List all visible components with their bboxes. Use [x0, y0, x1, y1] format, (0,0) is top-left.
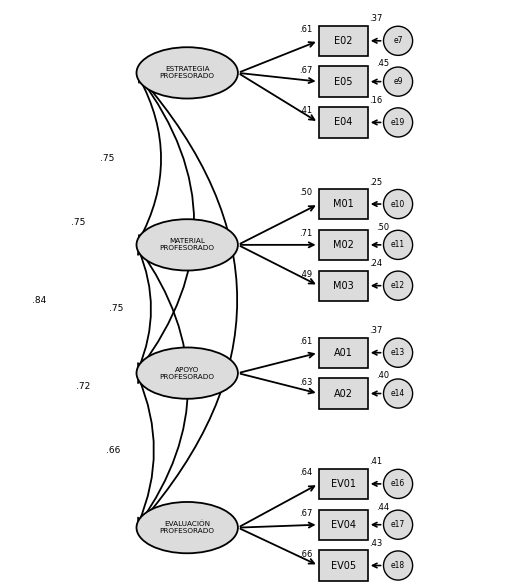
Text: EVALUACIÓN
PROFESORADO: EVALUACIÓN PROFESORADO: [160, 521, 215, 535]
FancyBboxPatch shape: [318, 338, 368, 368]
Ellipse shape: [384, 26, 413, 55]
FancyBboxPatch shape: [318, 378, 368, 409]
Text: .71: .71: [299, 229, 312, 238]
Text: .50: .50: [299, 188, 312, 197]
Text: .16: .16: [370, 96, 383, 105]
Text: .75: .75: [71, 219, 85, 227]
Text: e9: e9: [393, 77, 403, 86]
Text: M01: M01: [333, 199, 354, 209]
Ellipse shape: [384, 338, 413, 367]
Text: EV04: EV04: [331, 519, 356, 530]
Text: .75: .75: [109, 304, 123, 314]
Text: M02: M02: [333, 240, 354, 250]
FancyBboxPatch shape: [318, 469, 368, 499]
Text: .67: .67: [299, 509, 312, 518]
Text: APOYO
PROFESORADO: APOYO PROFESORADO: [160, 367, 215, 380]
Text: e13: e13: [391, 348, 405, 357]
Text: .75: .75: [100, 154, 114, 163]
Text: .25: .25: [370, 178, 383, 187]
FancyBboxPatch shape: [318, 510, 368, 540]
Ellipse shape: [136, 47, 238, 99]
Text: .50: .50: [376, 223, 389, 231]
Text: e19: e19: [391, 118, 405, 127]
Text: .40: .40: [376, 371, 389, 380]
Ellipse shape: [136, 347, 238, 399]
Text: E02: E02: [334, 36, 353, 46]
Text: .66: .66: [107, 446, 121, 455]
Text: EV01: EV01: [331, 479, 356, 489]
Text: .44: .44: [376, 503, 389, 511]
Text: .67: .67: [299, 66, 312, 75]
Ellipse shape: [384, 230, 413, 259]
Ellipse shape: [384, 551, 413, 580]
FancyBboxPatch shape: [318, 107, 368, 138]
Text: .61: .61: [299, 337, 312, 346]
Ellipse shape: [384, 189, 413, 219]
Text: E05: E05: [334, 76, 353, 87]
Ellipse shape: [136, 219, 238, 271]
FancyBboxPatch shape: [318, 66, 368, 97]
Text: MATERIAL
PROFESORADO: MATERIAL PROFESORADO: [160, 238, 215, 251]
Text: .61: .61: [299, 25, 312, 34]
FancyBboxPatch shape: [318, 26, 368, 56]
Text: .66: .66: [299, 550, 312, 559]
Ellipse shape: [384, 510, 413, 539]
Text: .41: .41: [299, 107, 312, 115]
Text: .43: .43: [370, 539, 383, 548]
Text: e14: e14: [391, 389, 405, 398]
Ellipse shape: [384, 469, 413, 498]
Text: e17: e17: [391, 520, 405, 529]
FancyBboxPatch shape: [318, 550, 368, 581]
Text: .63: .63: [299, 378, 312, 387]
Text: ESTRATEGIA
PROFESORADO: ESTRATEGIA PROFESORADO: [160, 66, 215, 79]
FancyBboxPatch shape: [318, 230, 368, 260]
Text: A02: A02: [334, 388, 353, 399]
Ellipse shape: [136, 502, 238, 553]
Text: .37: .37: [370, 15, 383, 23]
Text: e10: e10: [391, 199, 405, 209]
Text: .45: .45: [376, 59, 389, 68]
Text: .84: .84: [32, 296, 47, 305]
Text: EV05: EV05: [331, 560, 356, 571]
Ellipse shape: [384, 379, 413, 408]
Ellipse shape: [384, 67, 413, 96]
Text: M03: M03: [333, 280, 354, 291]
Text: .37: .37: [370, 326, 383, 335]
Text: e18: e18: [391, 561, 405, 570]
Text: .41: .41: [370, 458, 383, 466]
Text: e16: e16: [391, 479, 405, 489]
Text: E04: E04: [334, 117, 353, 128]
Text: .49: .49: [299, 270, 312, 279]
Text: .24: .24: [370, 259, 383, 268]
Text: e12: e12: [391, 281, 405, 290]
Text: .72: .72: [76, 382, 90, 391]
FancyBboxPatch shape: [318, 189, 368, 219]
Text: A01: A01: [334, 347, 353, 358]
FancyBboxPatch shape: [318, 271, 368, 301]
Text: e11: e11: [391, 240, 405, 250]
Text: e7: e7: [393, 36, 403, 45]
Ellipse shape: [384, 271, 413, 300]
Ellipse shape: [384, 108, 413, 137]
Text: .64: .64: [299, 468, 312, 477]
